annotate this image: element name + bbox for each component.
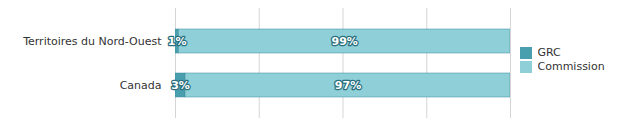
svg-text:97%: 97% [335, 79, 361, 92]
svg-text:3%: 3% [171, 79, 190, 92]
html-text:GRC: GRC [537, 46, 561, 60]
svg-text:1%: 1% [168, 35, 187, 48]
html-text:Commission: Commission [537, 60, 605, 74]
svg-text:Territoires du Nord-Ouest: Territoires du Nord-Ouest [22, 35, 162, 48]
svg-text:99%: 99% [332, 35, 358, 48]
svg-text:Canada: Canada [120, 79, 162, 92]
